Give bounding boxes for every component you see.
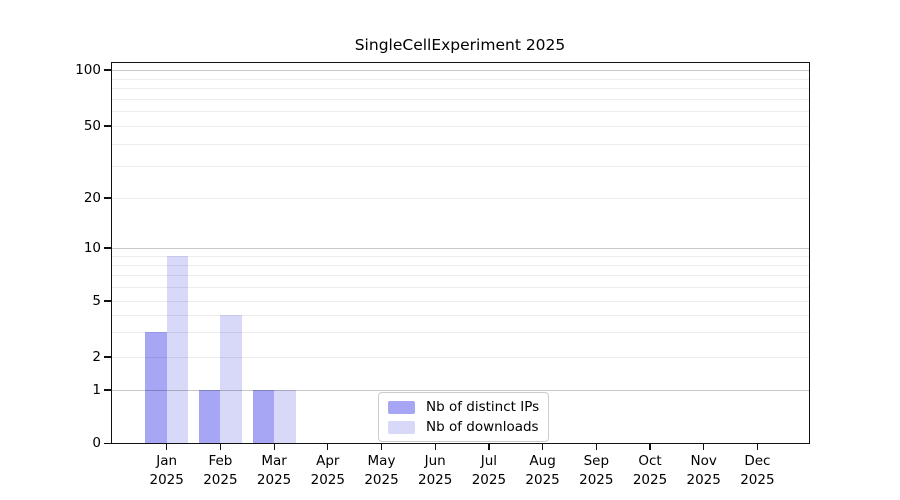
legend-swatch <box>388 400 415 414</box>
y-tick-label: 20 <box>83 189 101 206</box>
x-tick-mark <box>542 443 544 450</box>
x-tick-mark <box>166 443 168 450</box>
y-tick-label: 0 <box>92 435 101 451</box>
x-tick-mark <box>595 443 597 450</box>
x-tick-mark <box>273 443 275 450</box>
x-tick-label: Nov 2025 <box>686 453 721 488</box>
legend: Nb of distinct IPs Nb of downloads <box>378 392 550 442</box>
legend-item: Nb of downloads <box>388 419 539 435</box>
x-tick-label: Aug 2025 <box>525 453 560 488</box>
x-tick-mark <box>488 443 490 450</box>
x-tick-label: Mar 2025 <box>256 453 292 488</box>
y-tick-label: 10 <box>83 239 101 256</box>
legend-item: Nb of distinct IPs <box>388 399 539 415</box>
x-tick-mark <box>434 443 436 450</box>
legend-label: Nb of distinct IPs <box>426 399 540 415</box>
x-tick-label: Dec 2025 <box>740 453 775 488</box>
x-tick-label: Apr 2025 <box>310 453 345 488</box>
x-tick-label: Sep 2025 <box>579 453 614 488</box>
x-tick-label: Jan 2025 <box>149 453 184 488</box>
x-tick-label: Jun 2025 <box>418 453 453 488</box>
y-tick-label: 5 <box>92 292 101 309</box>
x-tick-mark <box>649 443 651 450</box>
x-tick-label: Feb 2025 <box>203 453 238 488</box>
x-tick-mark <box>219 443 222 450</box>
y-tick-label: 50 <box>83 117 101 134</box>
legend-swatch <box>388 420 415 434</box>
x-tick-label: Oct 2025 <box>632 453 668 488</box>
y-tick-label: 1 <box>92 381 101 398</box>
y-tick-label: 100 <box>75 61 101 78</box>
x-tick-mark <box>327 443 329 450</box>
legend-label: Nb of downloads <box>426 419 539 435</box>
x-tick-mark <box>756 443 759 450</box>
x-tick-mark <box>703 443 705 450</box>
y-tick-label: 2 <box>92 348 101 365</box>
x-tick-label: May 2025 <box>364 453 399 488</box>
x-tick-label: Jul 2025 <box>471 453 507 488</box>
chart-title: SingleCellExperiment 2025 <box>354 36 566 54</box>
x-tick-mark <box>380 443 383 450</box>
plot-border <box>110 62 810 444</box>
